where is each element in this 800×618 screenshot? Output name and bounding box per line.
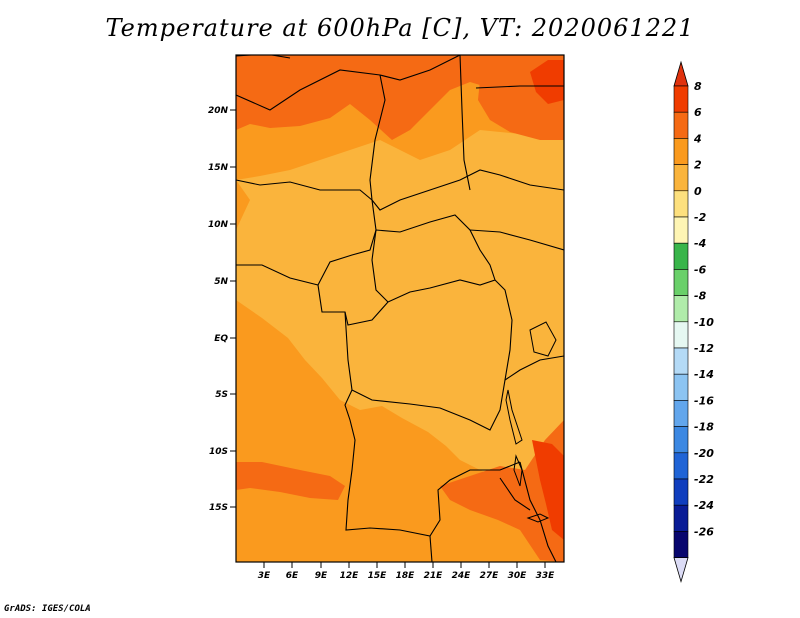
lon-tick-label: 12E — [340, 571, 360, 581]
colorbar-label: -26 — [694, 525, 714, 538]
lat-axis: 20N 15N 10N 5N EQ 5S 10S 15S — [208, 106, 236, 513]
colorbar-label: 0 — [694, 185, 702, 198]
colorbar-swatch — [673, 242, 689, 270]
lat-tick-label: 10N — [208, 220, 229, 230]
lon-tick-label: 6E — [286, 571, 299, 581]
temp-band-6-8 — [236, 462, 345, 500]
colorbar-label: 6 — [694, 106, 702, 119]
colorbar-label: -2 — [694, 211, 707, 224]
colorbar-label: -16 — [694, 394, 714, 407]
colorbar-swatch — [673, 400, 689, 427]
colorbar-bottom-arrow — [673, 557, 689, 584]
colorbar-label: -10 — [694, 316, 714, 329]
lon-tick-label: 18E — [396, 571, 416, 581]
lon-tick-label: 9E — [315, 571, 328, 581]
lat-tick-label: 15S — [209, 503, 228, 513]
colorbar-label: -18 — [694, 421, 714, 434]
colorbar-label: -22 — [694, 473, 714, 486]
colorbar-label: -12 — [694, 342, 714, 355]
lon-tick-label: 3E — [258, 571, 271, 581]
colorbar-swatch — [673, 504, 689, 532]
temp-band-8-plus — [532, 440, 564, 540]
colorbar-label: -20 — [694, 447, 714, 460]
colorbar-swatch — [673, 347, 689, 375]
temp-band-8-plus — [530, 60, 564, 104]
lat-tick-label: 10S — [209, 447, 228, 457]
colorbar-swatch — [673, 426, 689, 454]
colorbar-label: -6 — [694, 263, 707, 276]
map-frame — [235, 54, 565, 563]
colorbar-label: 2 — [694, 159, 702, 172]
colorbar-swatch — [673, 452, 689, 480]
colorbar-top-arrow — [673, 60, 689, 87]
lat-tick-label: 5N — [214, 277, 228, 287]
lat-tick-label: 20N — [208, 106, 229, 116]
colorbar-swatch — [673, 373, 689, 401]
lon-tick-label: 15E — [368, 571, 388, 581]
lat-tick-label: 5S — [215, 390, 228, 400]
colorbar-swatch — [673, 85, 689, 113]
temp-band-4-6 — [236, 180, 250, 230]
colorbar-swatch — [673, 269, 689, 296]
temp-band-6-8 — [236, 55, 564, 140]
colorbar-label: -8 — [694, 290, 707, 303]
colorbar-swatch — [673, 190, 689, 218]
colorbar-swatch — [673, 531, 689, 558]
lon-tick-label: 27E — [480, 571, 500, 581]
colorbar-swatch — [673, 478, 689, 506]
lon-tick-label: 30E — [508, 571, 528, 581]
country-borders — [236, 55, 564, 562]
lon-tick-label: 21E — [424, 571, 444, 581]
colorbar: 8 6 4 2 0 -2 -4 -6 -8 -10 -12 -14 -16 -18 -20 -22 -24 -26 — [673, 60, 714, 584]
colorbar-label: 8 — [694, 80, 702, 93]
colorbar-label: -14 — [694, 368, 714, 381]
credit-text: GrADS: IGES/COLA — [4, 604, 91, 614]
lon-axis: 3E 6E 9E 12E 15E 18E 21E 24E 27E 30E 33E — [258, 562, 555, 581]
map-title: Temperature at 600hPa [C], VT: 202006122… — [105, 14, 695, 42]
temp-band-6-8 — [440, 420, 564, 562]
colorbar-swatch — [673, 164, 689, 192]
colorbar-label: -24 — [694, 499, 714, 512]
colorbar-label: -4 — [694, 237, 706, 250]
lon-tick-label: 33E — [536, 571, 556, 581]
lat-tick-label: 15N — [208, 163, 229, 173]
colorbar-swatch — [673, 295, 689, 323]
colorbar-swatch — [673, 138, 689, 165]
colorbar-swatch — [673, 111, 689, 139]
lat-tick-label: EQ — [214, 334, 228, 344]
colorbar-label: 4 — [693, 132, 702, 145]
temperature-field — [236, 55, 564, 562]
colorbar-swatch — [673, 216, 689, 244]
colorbar-swatch — [673, 321, 689, 349]
lon-tick-label: 24E — [452, 571, 472, 581]
lakes — [505, 321, 557, 523]
